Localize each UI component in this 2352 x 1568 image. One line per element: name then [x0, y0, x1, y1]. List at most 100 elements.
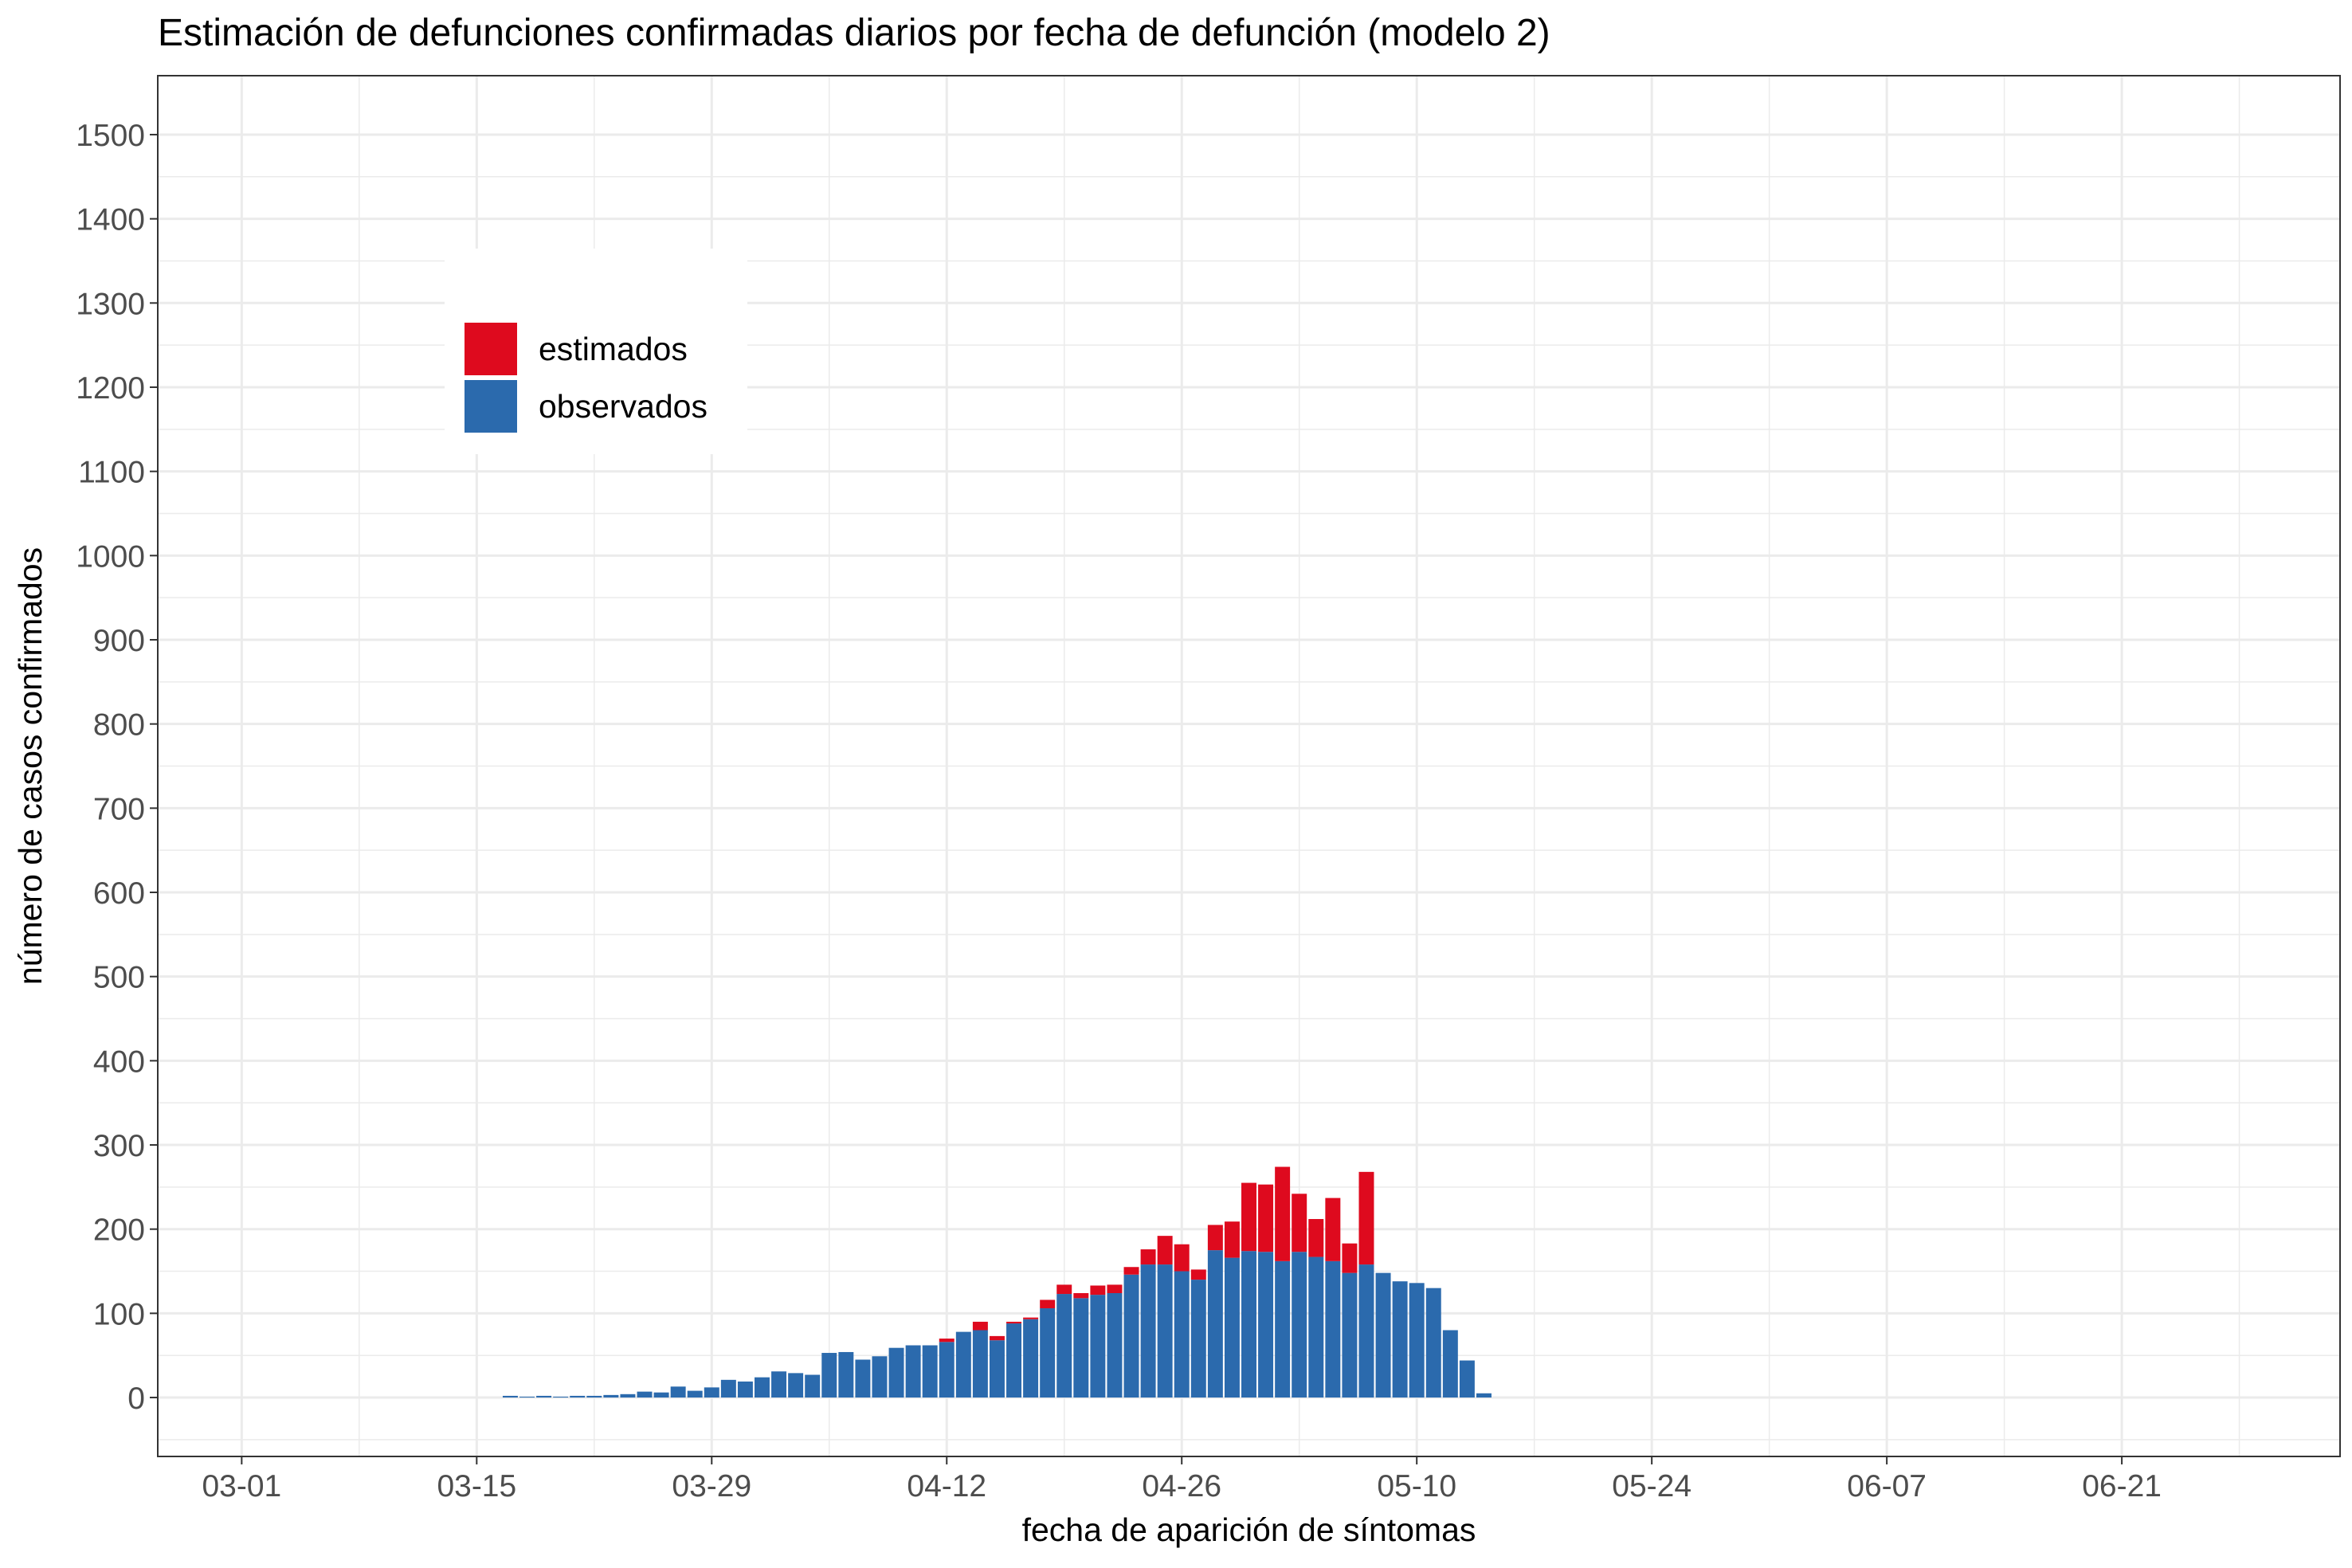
bar-estimados [1073, 1292, 1089, 1299]
bar-estimados [1040, 1299, 1056, 1309]
bar-estimados [989, 1335, 1005, 1341]
bar-estimados [1123, 1267, 1139, 1275]
chart-title: Estimación de defunciones confirmadas di… [158, 12, 1550, 54]
bar-observados [1375, 1272, 1391, 1398]
bar-observados [1023, 1319, 1039, 1398]
x-tick-label: 03-29 [672, 1469, 751, 1503]
bar-estimados [1325, 1198, 1341, 1261]
bar-observados [1040, 1308, 1056, 1398]
x-axis-title: fecha de aparición de síntomas [1022, 1511, 1476, 1548]
bar-observados [737, 1381, 753, 1398]
y-tick-label: 1100 [78, 456, 145, 490]
bar-observados [1425, 1288, 1441, 1398]
bar-observados [1006, 1323, 1022, 1398]
y-tick-label: 600 [93, 876, 145, 911]
bar-observados [687, 1390, 703, 1398]
y-tick-label: 1000 [76, 539, 145, 574]
bar-observados [1442, 1330, 1458, 1398]
bar-observados [989, 1340, 1005, 1398]
bar-observados [855, 1359, 871, 1398]
y-tick-label: 1500 [76, 119, 145, 153]
bar-observados [1241, 1251, 1256, 1398]
bar-observados [1476, 1393, 1492, 1398]
bar-observados [972, 1330, 988, 1398]
bar-observados [1190, 1280, 1206, 1398]
bar-observados [603, 1394, 619, 1398]
bar-estimados [1107, 1284, 1123, 1293]
bar-observados [1409, 1283, 1425, 1398]
bar-observados [905, 1345, 921, 1398]
bar-estimados [1275, 1166, 1291, 1261]
bar-observados [653, 1392, 669, 1398]
bar-estimados [1140, 1249, 1156, 1265]
y-tick-label: 100 [93, 1297, 145, 1331]
bar-observados [1123, 1274, 1139, 1398]
plot-border [157, 75, 2341, 1457]
x-tick-label: 03-01 [202, 1469, 281, 1503]
bar-observados [922, 1345, 938, 1398]
bar-estimados [1358, 1171, 1374, 1265]
bar-observados [955, 1331, 971, 1398]
y-tick-label: 400 [93, 1045, 145, 1079]
legend-label-estimados: estimados [539, 331, 688, 367]
bar-observados [1073, 1298, 1089, 1398]
bar-observados [1174, 1271, 1190, 1398]
y-tick-label: 200 [93, 1213, 145, 1248]
y-tick-label: 300 [93, 1129, 145, 1163]
bar-observados [570, 1395, 586, 1398]
legend-swatch-observados [463, 378, 519, 434]
bar-observados [1090, 1295, 1106, 1398]
bar-observados [838, 1351, 854, 1398]
y-tick-label: 1300 [76, 287, 145, 321]
bar-observados [670, 1386, 686, 1398]
bar-observados [1107, 1292, 1123, 1398]
y-tick-label: 1200 [76, 371, 145, 406]
bar-observados [1325, 1260, 1341, 1398]
bar-observados [586, 1395, 602, 1398]
bar-estimados [1090, 1285, 1106, 1296]
legend: estimados observados [445, 249, 747, 454]
bar-observados [805, 1374, 821, 1398]
y-tick-label: 1400 [76, 203, 145, 237]
x-tick-label: 06-07 [1847, 1469, 1927, 1503]
bar-observados [755, 1377, 770, 1398]
y-tick-label: 0 [127, 1382, 145, 1416]
bar-observados [1392, 1281, 1408, 1398]
x-tick-label: 05-24 [1612, 1469, 1691, 1503]
bar-estimados [939, 1339, 955, 1343]
bar-observados [1459, 1360, 1475, 1398]
x-tick-label: 04-26 [1142, 1469, 1221, 1503]
bar-observados [1056, 1294, 1072, 1398]
bar-observados [720, 1379, 736, 1398]
bar-estimados [1258, 1184, 1274, 1252]
x-tick-label: 06-21 [2082, 1469, 2162, 1503]
bar-observados [1224, 1257, 1240, 1398]
bar-estimados [1308, 1219, 1324, 1257]
bar-observados [821, 1353, 837, 1398]
bar-observados [1358, 1264, 1374, 1398]
bar-estimados [1174, 1244, 1190, 1272]
bar-estimados [1207, 1225, 1223, 1251]
x-tick-label: 05-10 [1377, 1469, 1456, 1503]
y-tick-label: 900 [93, 624, 145, 658]
bar-observados [939, 1342, 955, 1398]
legend-swatch-estimados [463, 321, 519, 377]
bar-estimados [1023, 1317, 1039, 1319]
y-axis-title: número de casos confirmados [12, 547, 49, 985]
bar-estimados [1006, 1321, 1022, 1324]
x-tick-label: 03-15 [437, 1469, 516, 1503]
bar-estimados [1342, 1243, 1358, 1273]
y-tick-label: 800 [93, 708, 145, 743]
bar-observados [872, 1356, 888, 1398]
bar-estimados [1056, 1284, 1072, 1295]
bar-observados [620, 1394, 636, 1398]
bar-observados [1342, 1272, 1358, 1398]
bar-estimados [972, 1321, 988, 1331]
y-tick-label: 500 [93, 961, 145, 995]
bar-observados [1157, 1264, 1173, 1398]
x-tick-label: 04-12 [907, 1469, 986, 1503]
bar-observados [536, 1395, 552, 1398]
bar-observados [1207, 1250, 1223, 1398]
bar-observados [1308, 1256, 1324, 1398]
bar-estimados [1241, 1182, 1256, 1252]
